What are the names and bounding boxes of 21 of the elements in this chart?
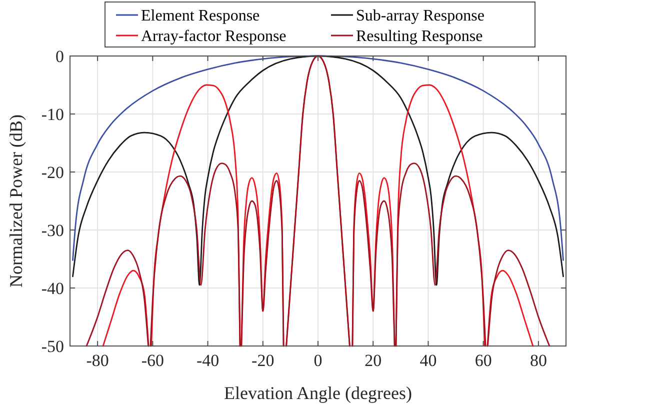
y-tick-label: -50 <box>41 336 64 356</box>
legend-label: Element Response <box>141 8 260 25</box>
y-tick-label: 0 <box>56 46 64 66</box>
y-tick-label: -10 <box>41 104 64 124</box>
legend-label: Array-factor Response <box>141 28 286 46</box>
y-tick-label: -30 <box>41 220 64 240</box>
x-tick-label: -40 <box>196 351 220 370</box>
legend-label: Resulting Response <box>356 28 483 46</box>
x-tick-label: 60 <box>474 351 492 370</box>
x-tick-label: 80 <box>530 351 547 370</box>
x-axis-title: Elevation Angle (degrees) <box>224 383 412 403</box>
y-tick-label: -40 <box>41 278 64 298</box>
y-axis-title: Normalized Power (dB) <box>6 114 26 288</box>
x-tick-label: 20 <box>364 351 382 370</box>
x-tick-label: -80 <box>86 351 109 370</box>
legend-label: Sub-array Response <box>356 8 484 25</box>
y-tick-label: -20 <box>41 162 64 182</box>
x-tick-label: -60 <box>141 351 164 370</box>
x-tick-label: -20 <box>252 351 274 370</box>
x-tick-label: 40 <box>420 351 437 370</box>
x-tick-label: 0 <box>314 351 322 370</box>
